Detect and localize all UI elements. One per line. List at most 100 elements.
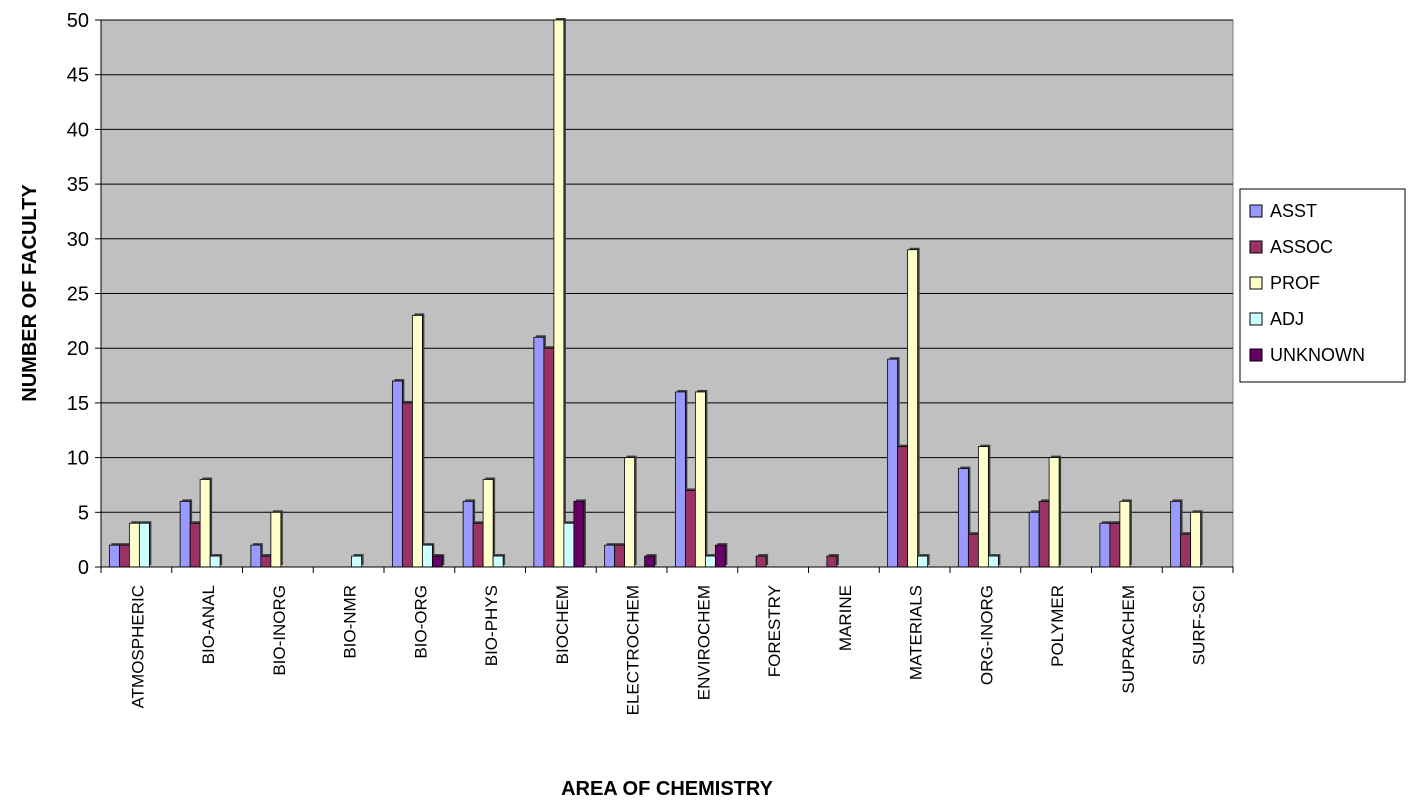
bar-unknown-envirochem [714, 544, 726, 568]
bar-prof-atmospheric [128, 522, 140, 568]
bar-asst-electrochem [604, 544, 616, 568]
y-axis-title: NUMBER OF FACULTY [19, 184, 41, 402]
bar-adj-materials [917, 555, 929, 568]
x-tick-label: ENVIROCHEM [694, 585, 713, 700]
x-tick-label: SUPRACHEM [1119, 585, 1138, 694]
bar-assoc-materials [897, 446, 909, 568]
bar-prof-bio-anal [199, 479, 211, 568]
bar-asst-biochem [533, 336, 545, 568]
x-tick-label: MARINE [836, 585, 855, 651]
bar-prof-materials [907, 249, 919, 568]
bar-assoc-forestry [755, 555, 767, 568]
x-tick-label: ATMOSPHERIC [128, 585, 147, 708]
bar-assoc-atmospheric [118, 544, 130, 568]
bar-asst-materials [887, 358, 899, 568]
bar-assoc-envirochem [684, 490, 696, 568]
bar-assoc-surf-sci [1180, 533, 1192, 568]
bar-prof-bio-org [411, 314, 423, 568]
legend-label-assoc: ASSOC [1270, 237, 1333, 257]
legend-swatch-adj [1249, 312, 1263, 326]
x-axis-title: AREA OF CHEMISTRY [561, 778, 774, 800]
legend-swatch-asst [1249, 204, 1263, 218]
x-tick-labels: ATMOSPHERIC BIO-ANAL BIO-INORG BIO-NMR BIO-O… [128, 585, 1208, 715]
bar-assoc-bio-org [401, 402, 413, 568]
bar-asst-polymer [1028, 511, 1040, 568]
bar-assoc-bio-inorg [260, 555, 272, 568]
y-tick-label: 50 [67, 10, 89, 32]
bar-adj-org-inorg [987, 555, 999, 568]
x-tick-label: BIO-INORG [270, 585, 289, 676]
bar-assoc-polymer [1038, 500, 1050, 568]
bar-prof-bio-phys [482, 479, 494, 568]
bar-asst-suprachem [1099, 522, 1111, 568]
bar-asst-org-inorg [957, 468, 969, 568]
legend: ASST ASSOC PROF ADJ UNKNOWN [1239, 188, 1406, 383]
x-tick-label: BIO-NMR [341, 585, 360, 659]
x-tick-label: MATERIALS [907, 585, 926, 680]
bar-unknown-electrochem [644, 555, 656, 568]
bars-group [108, 18, 1203, 568]
legend-swatch-unknown [1249, 348, 1263, 362]
bar-unknown-biochem [573, 500, 585, 568]
bar-adj-bio-anal [209, 555, 221, 568]
bar-asst-bio-phys [462, 500, 474, 568]
bar-asst-bio-anal [179, 500, 191, 568]
x-tick-label: SURF-SCI [1190, 585, 1209, 665]
y-tick-label: 35 [67, 174, 89, 196]
bar-assoc-bio-anal [189, 522, 201, 568]
y-tick-label: 0 [78, 557, 89, 579]
bar-assoc-biochem [543, 347, 555, 568]
x-tick-label: POLYMER [1048, 585, 1067, 667]
y-tick-label: 25 [67, 284, 89, 306]
legend-label-unknown: UNKNOWN [1270, 345, 1365, 365]
y-tick-label: 15 [67, 393, 89, 415]
bar-prof-bio-inorg [270, 511, 282, 568]
x-tick-label: BIO-ORG [411, 585, 430, 659]
bar-asst-surf-sci [1170, 500, 1182, 568]
legend-swatch-prof [1249, 276, 1263, 290]
bar-prof-org-inorg [977, 446, 989, 568]
y-tick-label: 10 [67, 448, 89, 470]
bar-assoc-suprachem [1109, 522, 1121, 568]
x-tick-label: BIO-ANAL [199, 585, 218, 664]
y-tick-label: 30 [67, 229, 89, 251]
axes-group [95, 19, 1234, 573]
bar-adj-bio-nmr [351, 555, 363, 568]
y-tick-label: 20 [67, 338, 89, 360]
bar-adj-envirochem [704, 555, 716, 568]
bar-adj-biochem [563, 522, 575, 568]
y-tick-label: 40 [67, 119, 89, 141]
y-tick-labels: 0 5 10 15 20 25 30 35 40 45 50 [67, 10, 89, 579]
legend-label-adj: ADJ [1270, 309, 1304, 329]
bar-assoc-bio-phys [472, 522, 484, 568]
bar-assoc-electrochem [614, 544, 626, 568]
legend-label-asst: ASST [1270, 201, 1317, 221]
bar-prof-electrochem [624, 457, 636, 568]
x-tick-label: ELECTROCHEM [624, 585, 643, 715]
x-tick-label: ORG-INORG [977, 585, 996, 685]
bar-unknown-bio-org [431, 555, 443, 568]
bar-prof-envirochem [694, 391, 706, 568]
x-tick-label: BIO-PHYS [482, 585, 501, 666]
y-tick-label: 45 [67, 65, 89, 87]
y-tick-label: 5 [78, 502, 89, 524]
bar-assoc-marine [826, 555, 838, 568]
bar-prof-biochem [553, 19, 565, 568]
legend-swatch-assoc [1249, 240, 1263, 254]
bar-prof-surf-sci [1190, 511, 1202, 568]
bar-adj-atmospheric [138, 522, 150, 568]
x-tick-label: BIOCHEM [553, 585, 572, 664]
bar-adj-bio-org [421, 544, 433, 568]
legend-label-prof: PROF [1270, 273, 1320, 293]
bar-prof-suprachem [1119, 500, 1131, 568]
bar-asst-bio-inorg [250, 544, 262, 568]
bar-asst-bio-org [391, 380, 403, 568]
bar-asst-envirochem [674, 391, 686, 568]
bar-assoc-org-inorg [967, 533, 979, 568]
bar-asst-atmospheric [108, 544, 120, 568]
bar-prof-polymer [1048, 457, 1060, 568]
bar-adj-bio-phys [492, 555, 504, 568]
x-tick-label: FORESTRY [765, 585, 784, 677]
legend-box [1239, 188, 1406, 383]
